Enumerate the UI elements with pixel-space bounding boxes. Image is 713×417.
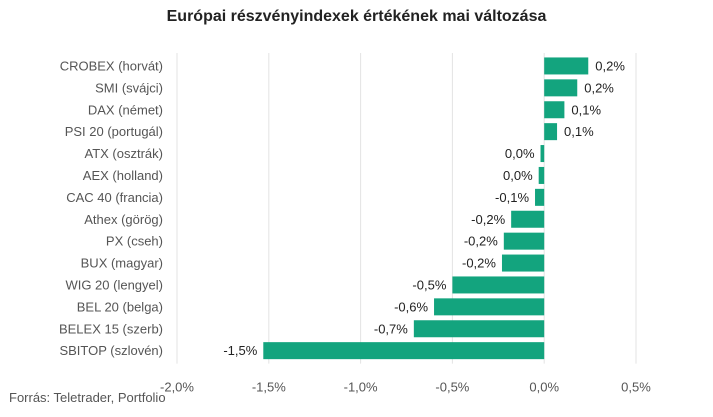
x-tick-label: 0,0%: [529, 380, 559, 395]
category-label: CROBEX (horvát): [60, 58, 163, 73]
category-label: BUX (magyar): [81, 256, 163, 271]
category-label: PSI 20 (portugál): [65, 124, 163, 139]
data-label: 0,2%: [584, 80, 614, 95]
data-label: -0,5%: [412, 277, 446, 292]
chart-title: Európai részvényindexek értékének mai vá…: [166, 8, 547, 25]
bar: [501, 254, 545, 272]
source-note: Forrás: Teletrader, Portfolio: [9, 390, 166, 405]
bar: [538, 166, 545, 184]
bar: [544, 57, 589, 75]
x-tick-label: -2,0%: [160, 380, 194, 395]
category-label: CAC 40 (francia): [66, 190, 163, 205]
category-label: WIG 20 (lengyel): [65, 277, 163, 292]
data-labels: 0,2% 0,2% 0,1% 0,1% 0,0% 0,0% -0,1% -0,2% -0,2% -…: [223, 58, 625, 358]
category-label: ATX (osztrák): [85, 146, 164, 161]
bar: [535, 188, 545, 206]
category-label: Athex (görög): [84, 212, 163, 227]
bar: [540, 145, 545, 163]
bar: [263, 342, 545, 360]
data-label: -0,1%: [495, 190, 529, 205]
bar: [503, 232, 545, 250]
x-axis-tick-labels: -2,0% -1,5% -1,0% -0,5% 0,0% 0,5%: [160, 380, 651, 395]
x-tick-label: -1,5%: [252, 380, 286, 395]
bar: [452, 276, 545, 294]
data-label: 0,1%: [564, 124, 594, 139]
category-label: PX (cseh): [106, 234, 163, 249]
data-label: -0,2%: [462, 256, 496, 271]
bar: [544, 123, 558, 141]
grid-lines: [176, 53, 637, 364]
data-label: -1,5%: [223, 343, 257, 358]
category-label: DAX (német): [88, 102, 163, 117]
category-label: SMI (svájci): [95, 80, 163, 95]
bars: [263, 57, 589, 360]
bar: [434, 298, 545, 316]
bar: [413, 320, 545, 338]
data-label: 0,0%: [505, 146, 535, 161]
data-label: -0,7%: [374, 321, 408, 336]
data-label: 0,0%: [503, 168, 533, 183]
bar: [511, 210, 545, 228]
category-labels: CROBEX (horvát) SMI (svájci) DAX (német) PS…: [59, 58, 163, 358]
category-label: AEX (holland): [83, 168, 163, 183]
x-tick-label: 0,5%: [621, 380, 651, 395]
data-label: -0,6%: [394, 299, 428, 314]
category-label: BEL 20 (belga): [77, 299, 163, 314]
data-label: -0,2%: [464, 234, 498, 249]
data-label: 0,1%: [571, 102, 601, 117]
data-label: -0,2%: [471, 212, 505, 227]
x-tick-label: -0,5%: [435, 380, 469, 395]
x-tick-label: -1,0%: [344, 380, 378, 395]
category-label: BELEX 15 (szerb): [59, 321, 163, 336]
bar: [544, 79, 578, 97]
bar: [544, 101, 565, 119]
category-label: SBITOP (szlovén): [59, 343, 163, 358]
data-label: 0,2%: [595, 58, 625, 73]
